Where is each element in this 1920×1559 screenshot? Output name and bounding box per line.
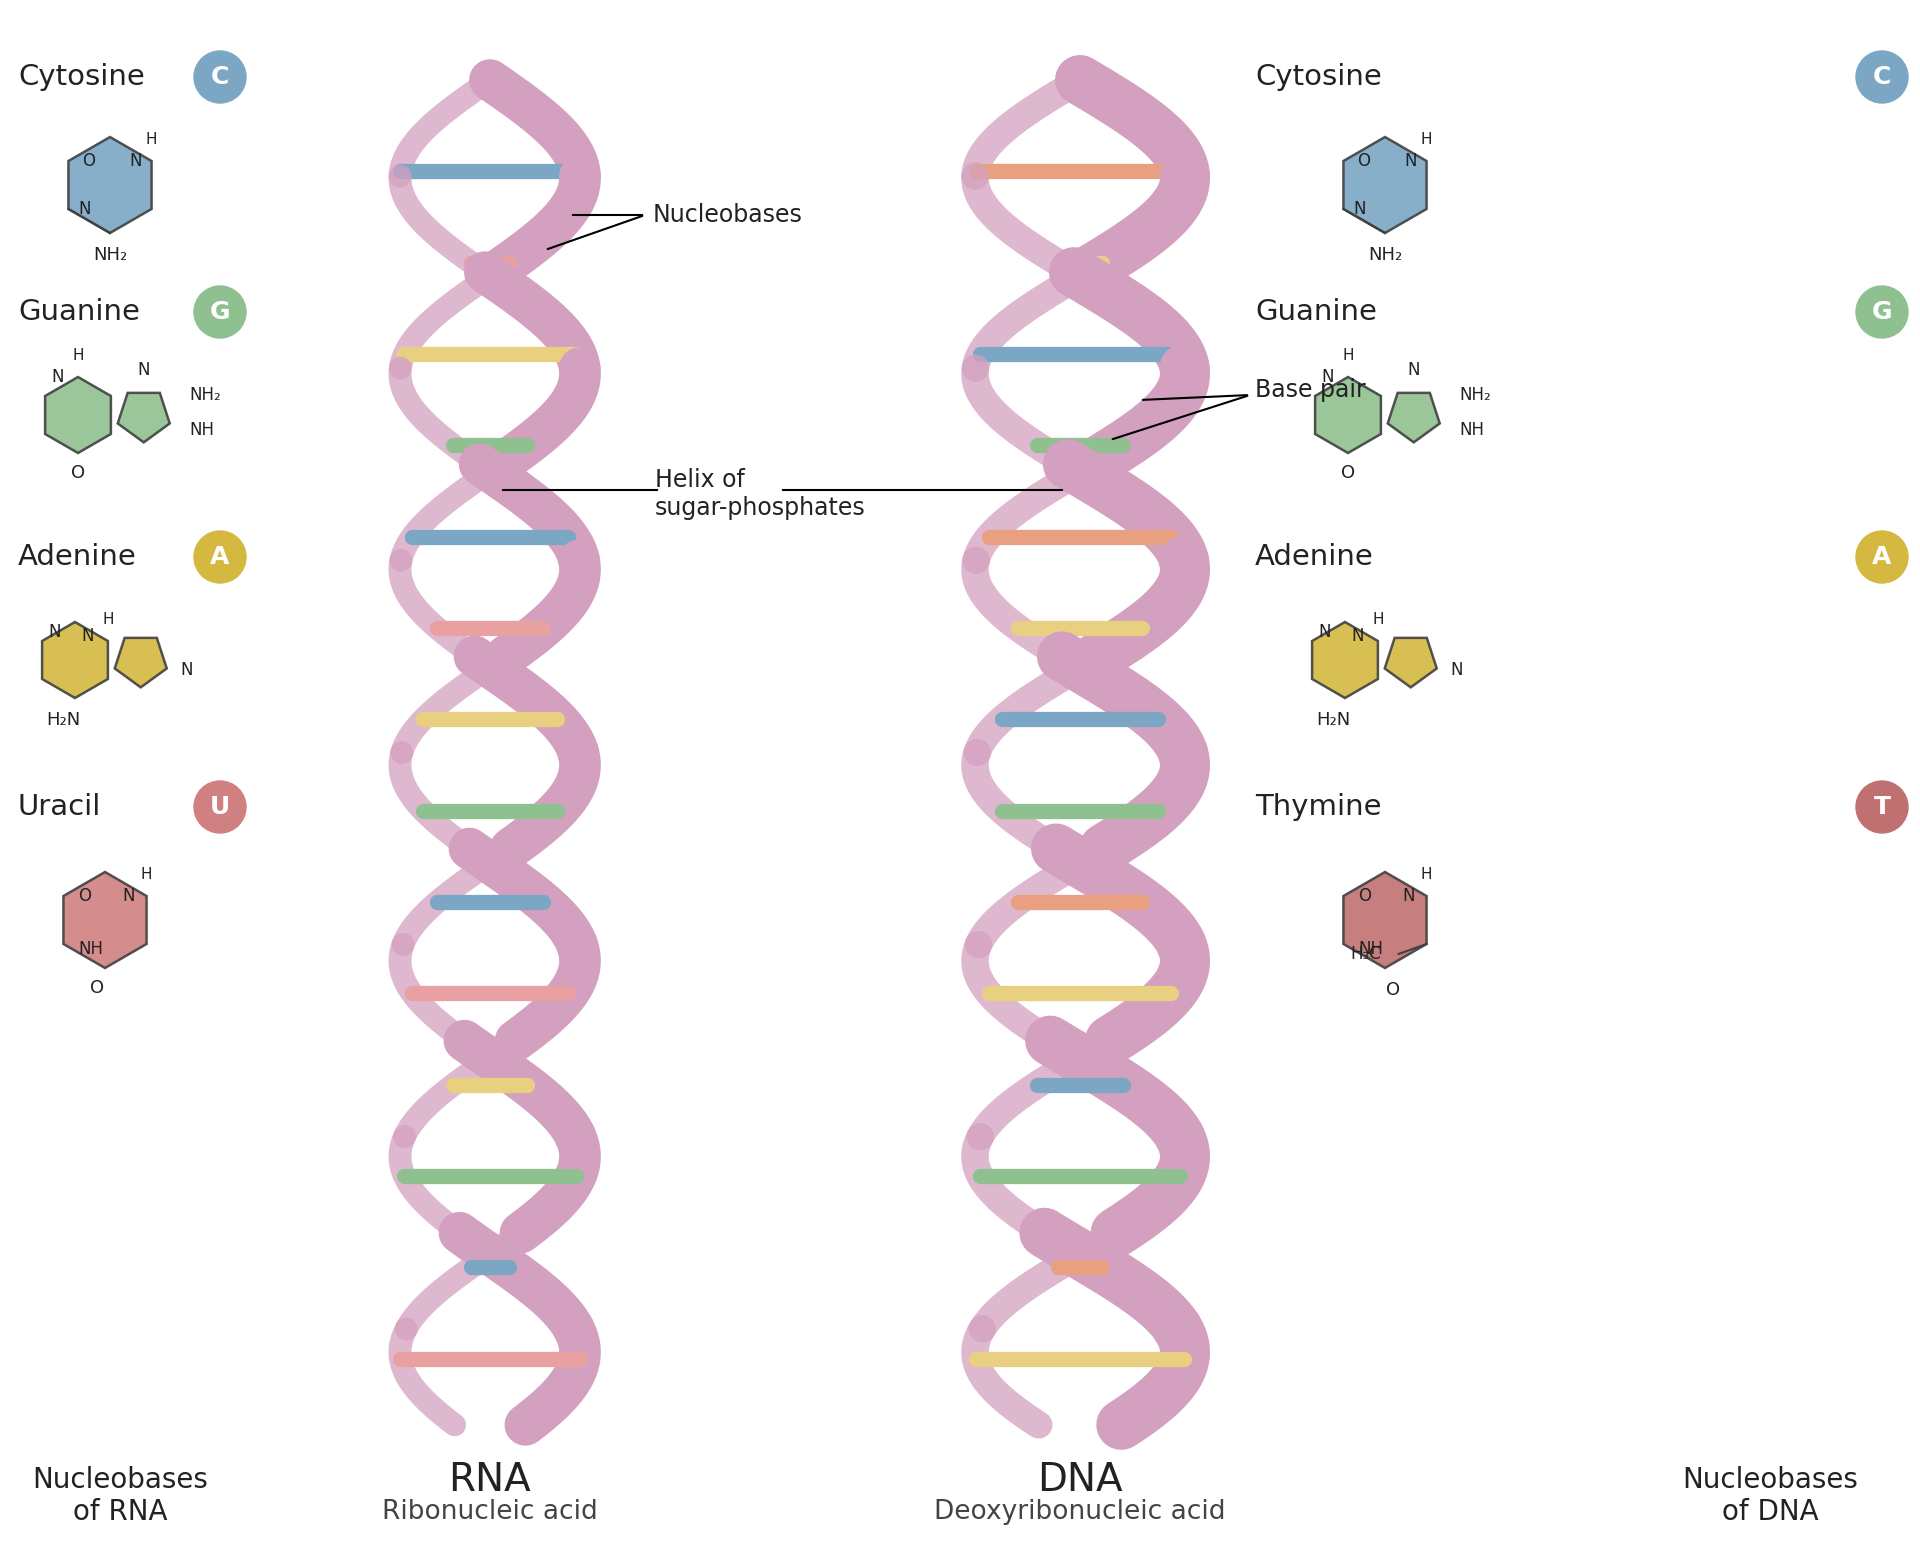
Polygon shape (115, 638, 167, 688)
Text: H: H (140, 867, 152, 881)
Circle shape (1857, 51, 1908, 103)
Text: Adenine: Adenine (1256, 543, 1373, 571)
Circle shape (194, 285, 246, 338)
Text: N: N (1319, 624, 1331, 641)
Circle shape (1857, 285, 1908, 338)
Circle shape (194, 532, 246, 583)
Text: NH₂: NH₂ (92, 246, 127, 263)
Text: O: O (1357, 151, 1371, 170)
Text: NH: NH (188, 421, 215, 440)
Text: Guanine: Guanine (17, 298, 140, 326)
Text: H: H (102, 611, 113, 627)
Text: N: N (123, 887, 134, 906)
Polygon shape (42, 622, 108, 698)
Text: NH: NH (1359, 940, 1384, 957)
Text: N: N (1354, 200, 1365, 218)
Text: N: N (1450, 661, 1463, 680)
Text: O: O (1340, 465, 1356, 482)
Text: of RNA: of RNA (73, 1498, 167, 1526)
Text: O: O (1359, 887, 1371, 906)
Polygon shape (1315, 377, 1380, 454)
Text: N: N (81, 627, 94, 645)
Text: N: N (48, 624, 61, 641)
Text: H₂N: H₂N (1317, 711, 1352, 730)
Text: O: O (71, 465, 84, 482)
Text: Base pair: Base pair (1256, 377, 1365, 402)
Polygon shape (1388, 393, 1440, 443)
Text: Nucleobases: Nucleobases (653, 203, 803, 228)
Text: N: N (1352, 627, 1363, 645)
Circle shape (1857, 532, 1908, 583)
Text: NH₂: NH₂ (1459, 387, 1490, 404)
Text: Uracil: Uracil (17, 794, 102, 822)
Text: A: A (211, 546, 230, 569)
Text: N: N (1402, 887, 1415, 906)
Text: Thymine: Thymine (1256, 794, 1382, 822)
Text: Nucleobases: Nucleobases (33, 1465, 207, 1494)
Text: H: H (146, 131, 157, 147)
Text: N: N (1404, 151, 1417, 170)
Text: RNA: RNA (449, 1461, 532, 1500)
Text: NH₂: NH₂ (1367, 246, 1402, 263)
Text: N: N (1407, 360, 1421, 379)
Text: U: U (209, 795, 230, 818)
Text: NH: NH (1459, 421, 1484, 440)
Polygon shape (1311, 622, 1379, 698)
Circle shape (194, 51, 246, 103)
Polygon shape (1384, 638, 1436, 688)
Text: O: O (90, 979, 104, 998)
Text: Deoxyribonucleic acid: Deoxyribonucleic acid (935, 1500, 1225, 1525)
Text: O: O (1386, 981, 1400, 999)
Text: Cytosine: Cytosine (1256, 62, 1382, 90)
Text: N: N (180, 661, 192, 680)
Text: Guanine: Guanine (1256, 298, 1377, 326)
Text: C: C (211, 65, 228, 89)
Text: H: H (1421, 867, 1432, 881)
Polygon shape (69, 137, 152, 232)
Polygon shape (117, 393, 169, 443)
Text: DNA: DNA (1037, 1461, 1123, 1500)
Polygon shape (63, 871, 146, 968)
Text: N: N (129, 151, 142, 170)
Text: Nucleobases: Nucleobases (1682, 1465, 1859, 1494)
Circle shape (194, 781, 246, 833)
Polygon shape (1344, 137, 1427, 232)
Polygon shape (1344, 871, 1427, 968)
Text: NH₂: NH₂ (188, 387, 221, 404)
Text: G: G (1872, 299, 1893, 324)
Text: H: H (1373, 611, 1384, 627)
Text: A: A (1872, 546, 1891, 569)
Text: G: G (209, 299, 230, 324)
Text: O: O (79, 887, 92, 906)
Text: C: C (1872, 65, 1891, 89)
Text: H₂N: H₂N (46, 711, 81, 730)
Text: NH: NH (79, 940, 104, 957)
Text: N: N (1321, 368, 1334, 387)
Text: Adenine: Adenine (17, 543, 136, 571)
Polygon shape (44, 377, 111, 454)
Text: N: N (79, 200, 90, 218)
Text: Ribonucleic acid: Ribonucleic acid (382, 1500, 597, 1525)
Text: H: H (73, 348, 84, 363)
Text: O: O (83, 151, 96, 170)
Text: H₃C: H₃C (1350, 945, 1380, 963)
Circle shape (1857, 781, 1908, 833)
Text: H: H (1342, 348, 1354, 363)
Text: N: N (138, 360, 150, 379)
Text: Helix of
sugar-phosphates: Helix of sugar-phosphates (655, 468, 866, 519)
Text: of DNA: of DNA (1722, 1498, 1818, 1526)
Text: H: H (1421, 131, 1432, 147)
Text: T: T (1874, 795, 1891, 818)
Text: Cytosine: Cytosine (17, 62, 144, 90)
Text: N: N (52, 368, 63, 387)
